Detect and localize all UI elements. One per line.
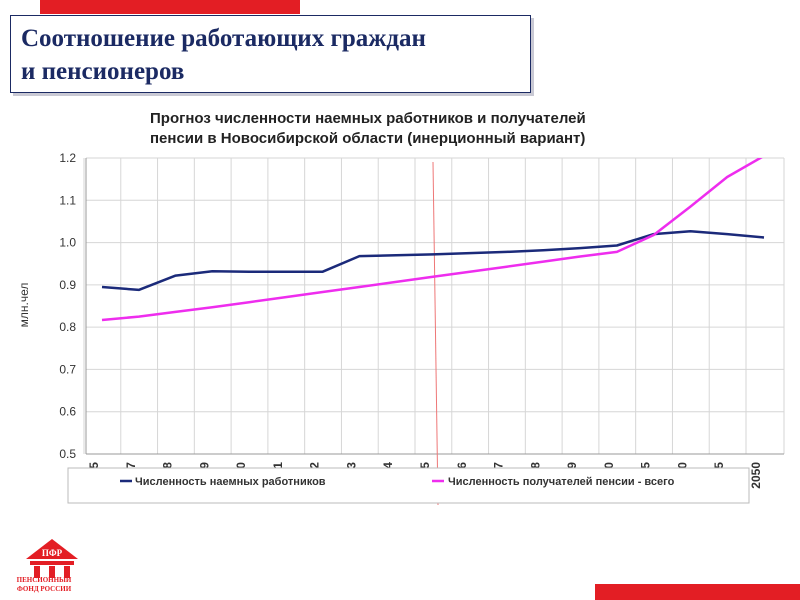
x-tick-label: 7: [124, 462, 138, 469]
y-tick-label: 0.9: [59, 278, 76, 292]
y-tick-label: 1.2: [59, 151, 76, 165]
x-tick-label: 5: [712, 462, 726, 469]
y-tick-label: 0.7: [59, 362, 76, 376]
x-tick-label: 4: [381, 462, 395, 469]
x-tick-label: 1: [271, 462, 285, 469]
y-axis-label: млн.чел: [17, 283, 31, 328]
x-tick-label: 0: [234, 462, 248, 469]
x-tick-label: 2050: [749, 462, 763, 489]
y-tick-label: 1.1: [59, 193, 76, 207]
x-tick-label: 2: [308, 462, 322, 469]
series-line-1: [101, 229, 765, 292]
x-tick-label: 5: [87, 462, 101, 469]
logo-text: ПЕНСИОННЫЙ ФОНД РОССИИ: [16, 576, 72, 593]
chart-grid: [83, 157, 785, 455]
bottom-accent-bar: [595, 584, 800, 600]
series-line-2: [101, 158, 763, 322]
x-tick-label: 8: [528, 462, 542, 469]
legend-label-2: Численность получателей пенсии - всего: [448, 476, 675, 488]
slide-title-box: Соотношение работающих граждан и пенсион…: [10, 15, 531, 93]
x-tick-label: 9: [197, 462, 211, 469]
pension-fund-logo-icon: ПФР: [26, 539, 78, 578]
top-accent-bar: [40, 0, 300, 14]
y-tick-label: 0.6: [59, 405, 76, 419]
legend-label-1: Численность наемных работников: [135, 476, 326, 488]
slide-title: Соотношение работающих граждан и пенсион…: [21, 25, 426, 85]
x-tick-label: 7: [492, 462, 506, 469]
y-tick-labels: 0.5 0.6 0.7 0.8 0.9 1.0 1.1 1.2: [59, 151, 76, 461]
x-tick-label: 6: [455, 462, 469, 469]
series-lines: [101, 158, 765, 322]
svg-text:ПФР: ПФР: [42, 548, 63, 558]
y-tick-label: 1.0: [59, 236, 76, 250]
chart-legend: Численность наемных работников Численност…: [120, 476, 675, 488]
x-tick-label: 0: [602, 462, 616, 469]
x-tick-label: 0: [675, 462, 689, 469]
x-tick-label: 8: [161, 462, 175, 469]
x-tick-label: 5: [418, 462, 432, 469]
chart-title: Прогноз численности наемных работников и…: [150, 110, 586, 147]
y-tick-label: 0.5: [59, 447, 76, 461]
x-tick-labels: 5 7 8 9 0 1 2 3 4 5 6 7 8 9 0 5 0 5 2050: [87, 462, 763, 489]
x-tick-label: 5: [639, 462, 653, 469]
x-tick-label: 3: [344, 462, 358, 469]
forecast-divider-line: [432, 161, 439, 506]
legend-box: [67, 467, 750, 504]
y-tick-label: 0.8: [59, 320, 76, 334]
x-tick-label: 9: [565, 462, 579, 469]
